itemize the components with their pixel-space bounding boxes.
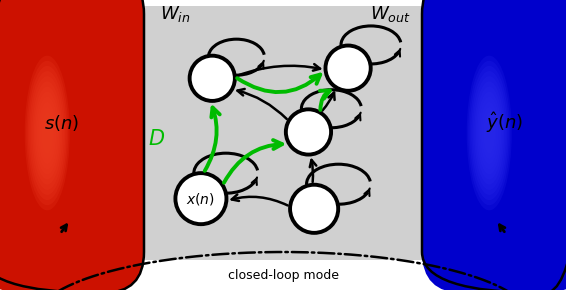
Ellipse shape <box>475 87 503 180</box>
Text: $x(n)$: $x(n)$ <box>186 191 216 207</box>
Circle shape <box>325 46 371 91</box>
Text: $\hat{y}(n)$: $\hat{y}(n)$ <box>486 110 522 135</box>
Ellipse shape <box>474 81 504 184</box>
Circle shape <box>290 185 338 233</box>
Ellipse shape <box>31 76 64 190</box>
Ellipse shape <box>467 56 512 210</box>
Circle shape <box>190 56 235 101</box>
Text: $s(n)$: $s(n)$ <box>44 113 80 133</box>
Ellipse shape <box>471 71 507 195</box>
Ellipse shape <box>35 92 59 174</box>
Ellipse shape <box>34 87 61 180</box>
Ellipse shape <box>37 97 58 169</box>
Text: $W_{out}$: $W_{out}$ <box>370 4 410 24</box>
Text: closed-loop mode: closed-loop mode <box>228 269 338 282</box>
Ellipse shape <box>25 56 70 210</box>
FancyBboxPatch shape <box>422 0 566 290</box>
FancyBboxPatch shape <box>0 0 144 290</box>
Ellipse shape <box>32 81 62 184</box>
Circle shape <box>175 173 226 224</box>
Ellipse shape <box>26 61 68 205</box>
FancyBboxPatch shape <box>108 6 447 260</box>
Ellipse shape <box>479 97 500 169</box>
Text: $W_{in}$: $W_{in}$ <box>160 4 190 24</box>
Text: $D$: $D$ <box>148 129 165 149</box>
Ellipse shape <box>477 92 501 174</box>
Ellipse shape <box>473 76 506 190</box>
Ellipse shape <box>468 61 511 205</box>
Ellipse shape <box>470 66 509 200</box>
Ellipse shape <box>29 71 65 195</box>
Ellipse shape <box>28 66 67 200</box>
Circle shape <box>286 109 331 155</box>
